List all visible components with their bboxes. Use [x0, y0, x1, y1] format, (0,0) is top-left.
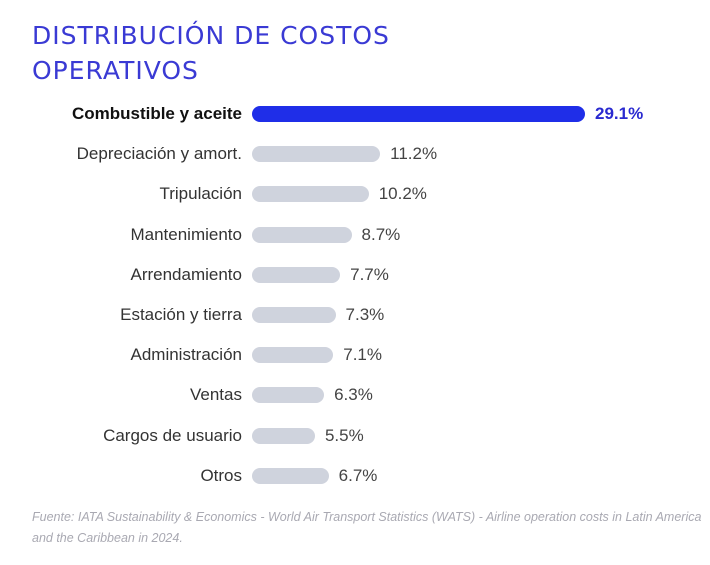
- value-label: 8.7%: [361, 224, 401, 244]
- value-label: 6.3%: [334, 385, 373, 405]
- bar: [252, 387, 325, 404]
- value-label: 10.2%: [378, 184, 427, 204]
- category-label: Arrendamiento: [130, 264, 242, 284]
- value-label: 11.2%: [390, 144, 438, 164]
- value-label: 29.1%: [595, 104, 644, 123]
- bar-row: Tripulación 10.2%: [0, 184, 710, 204]
- bar-row: Estación y tierra 7.3%: [0, 305, 710, 325]
- category-label: Cargos de usuario: [103, 425, 242, 445]
- bar: [252, 106, 585, 122]
- bar-row: Arrendamiento 7.7%: [0, 265, 710, 285]
- bar: [252, 226, 352, 243]
- bar-row: Otros 6.7%: [0, 466, 710, 486]
- value-label: 7.3%: [345, 305, 385, 324]
- bar: [252, 146, 381, 163]
- chart-title: DISTRIBUCIÓN DE COSTOS OPERATIVOS: [32, 21, 390, 85]
- bar-row: Administración 7.1%: [0, 345, 710, 365]
- bar-row: Depreciación y amort. 11.2%: [0, 144, 710, 164]
- value-label: 6.7%: [338, 465, 378, 485]
- category-label: Mantenimiento: [130, 224, 242, 244]
- value-label: 7.1%: [343, 345, 382, 365]
- category-label: Ventas: [190, 385, 242, 405]
- bar: [252, 467, 329, 484]
- bar: [252, 347, 334, 364]
- category-label: Depreciación y amort.: [76, 144, 242, 164]
- bar-row: Mantenimiento 8.7%: [0, 225, 710, 245]
- value-label: 7.7%: [350, 264, 389, 284]
- category-label: Tripulación: [159, 184, 242, 204]
- bar: [252, 186, 369, 203]
- category-label: Estación y tierra: [120, 305, 242, 324]
- bar: [252, 266, 341, 283]
- category-label: Otros: [200, 465, 242, 485]
- bar: [252, 307, 336, 323]
- category-label: Combustible y aceite: [71, 104, 242, 123]
- category-label: Administración: [130, 345, 243, 365]
- bar-row: Combustible y aceite 29.1%: [0, 104, 710, 124]
- bar-row: Ventas 6.3%: [0, 385, 710, 405]
- bar-row: Cargos de usuario 5.5%: [0, 426, 710, 446]
- bar: [252, 427, 315, 444]
- source-note: Fuente: IATA Sustainability & Economics …: [32, 510, 702, 545]
- value-label: 5.5%: [324, 425, 364, 445]
